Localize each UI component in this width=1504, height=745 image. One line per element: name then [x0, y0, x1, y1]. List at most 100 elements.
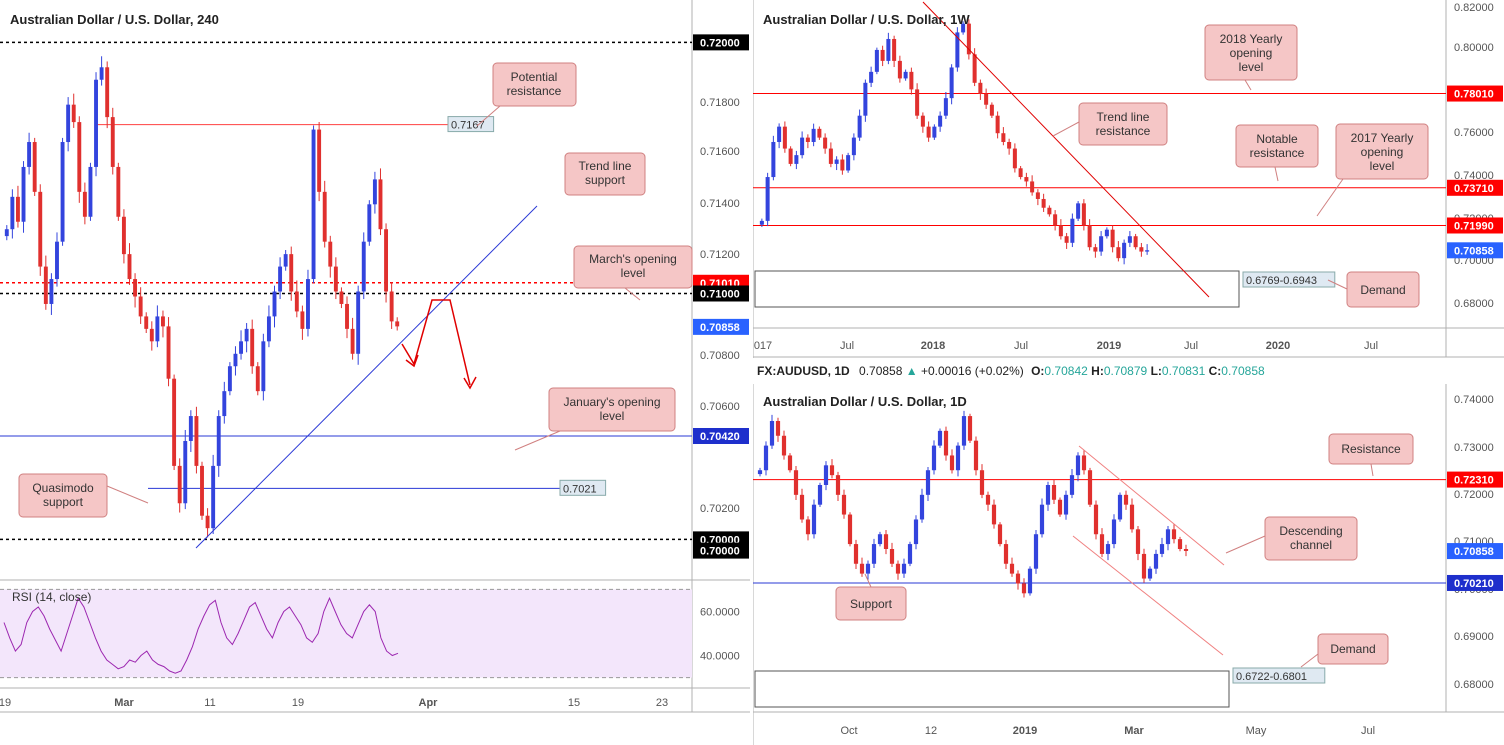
x-tick-label: 19: [0, 697, 11, 709]
candle: [1024, 172, 1029, 187]
candle: [1129, 498, 1135, 533]
candle-body: [769, 421, 775, 446]
callout-quasimodo[interactable]: Quasimodo support: [18, 473, 149, 518]
up-triangle-icon: ▲: [905, 364, 918, 378]
trend-line-support[interactable]: [195, 205, 538, 549]
candle: [787, 453, 793, 473]
channel-lower[interactable]: [1072, 535, 1224, 656]
candle-body: [913, 519, 919, 545]
arrow-head-2: [463, 376, 477, 390]
svg-text:support: support: [43, 495, 84, 509]
candle-body: [1123, 494, 1129, 505]
x-tick-label: Jul: [1014, 340, 1028, 352]
candle: [811, 123, 816, 147]
callout-2018-yearly[interactable]: 2018 Yearly opening level: [1204, 24, 1298, 91]
rsi-line: [3, 596, 399, 674]
candle: [1064, 232, 1069, 249]
candle: [43, 255, 48, 310]
candle: [233, 346, 238, 376]
candle-body: [1141, 553, 1147, 579]
quote-close-label: C:: [1208, 364, 1222, 378]
candle: [306, 269, 310, 337]
candle-body: [846, 155, 851, 171]
candle-body: [105, 67, 110, 118]
price-tag: [1447, 543, 1503, 560]
callout-trend-line-resistance[interactable]: Trend line resistance: [1052, 102, 1168, 146]
callout-march-opening[interactable]: March's opening level: [573, 245, 693, 301]
callout-january-opening[interactable]: January's opening level: [514, 387, 676, 451]
x-tick-label: 23: [656, 697, 668, 709]
candle-body: [1165, 529, 1171, 545]
candle: [997, 522, 1003, 547]
candle-body: [771, 141, 776, 178]
w1-chart-canvas[interactable]: 0.820000.800000.760000.740000.720000.700…: [753, 0, 1504, 358]
candle-body: [937, 430, 943, 446]
price-tag: [1447, 574, 1503, 591]
callout-notable-resistance[interactable]: Notable resistance: [1235, 124, 1319, 182]
x-tick-label: 2020: [1266, 340, 1290, 352]
candle-body: [177, 465, 182, 504]
demand-zone[interactable]: [754, 670, 1230, 708]
candle-body: [943, 98, 948, 116]
callout-resistance[interactable]: Resistance: [1328, 433, 1414, 477]
candle-body: [4, 229, 9, 237]
candle-body: [266, 316, 271, 342]
quote-low: 0.70831: [1161, 364, 1206, 378]
callout-trend-line-support[interactable]: Trend line support: [564, 152, 646, 196]
candle: [1133, 233, 1138, 250]
candle: [781, 430, 787, 460]
candle: [55, 232, 59, 287]
candle-body: [943, 430, 949, 456]
candle: [920, 112, 925, 133]
candle-body: [895, 563, 901, 574]
candle: [931, 440, 937, 475]
callout-2017-yearly[interactable]: 2017 Yearly opening level: [1316, 123, 1429, 217]
candle: [794, 150, 799, 170]
candle-body: [1133, 236, 1138, 248]
candle-body: [1009, 563, 1015, 574]
channel-upper[interactable]: [1078, 445, 1225, 566]
d1-chart-canvas[interactable]: 0.740000.730000.720000.710000.700000.690…: [753, 384, 1504, 745]
h4-chart-canvas[interactable]: 60.0000 40.0000 0.71800 0.71600 0.71400 0.71…: [0, 0, 750, 745]
h4-chart-title: Australian Dollar / U.S. Dollar, 240: [10, 12, 219, 27]
w1-chart-panel: 0.820000.800000.760000.740000.720000.700…: [753, 0, 1504, 358]
candle-body: [1012, 148, 1017, 169]
candle: [857, 109, 862, 141]
price-tag: [1447, 242, 1503, 259]
candle: [1033, 530, 1039, 574]
candle-body: [775, 421, 781, 436]
callout-potential-resistance[interactable]: Potential resistance: [476, 62, 577, 127]
candle-body: [99, 67, 104, 80]
callout-demand-d1[interactable]: Demand: [1300, 633, 1389, 668]
candle: [127, 243, 132, 285]
quote-bar: FX:AUDUSD, 1D 0.70858 ▲ +0.00016 (+0.02%…: [757, 364, 1265, 380]
candle-body: [1104, 229, 1109, 237]
callout-demand[interactable]: Demand: [1327, 271, 1420, 308]
x-tick-label: 017: [754, 340, 772, 352]
candle-body: [788, 148, 793, 164]
candle: [272, 285, 277, 328]
level-value-box: [559, 479, 607, 496]
candle: [897, 55, 902, 83]
candle: [71, 93, 76, 128]
svg-text:resistance: resistance: [1250, 146, 1305, 160]
price-tag-label: 0.71000: [700, 288, 740, 300]
price-tag: [693, 285, 749, 302]
svg-text:channel: channel: [1290, 538, 1332, 552]
candle: [250, 319, 255, 374]
candle: [350, 317, 355, 360]
callout-support[interactable]: Support: [835, 573, 907, 621]
w1-chart-title: Australian Dollar / U.S. Dollar, 1W: [763, 12, 970, 27]
quote-high-label: H:: [1091, 364, 1104, 378]
candle: [995, 111, 1000, 139]
callout-descending-channel[interactable]: Descending channel: [1225, 516, 1358, 561]
price-tag: [693, 427, 749, 444]
candle-body: [82, 191, 87, 217]
candle-body: [60, 142, 65, 242]
trend-line-resistance[interactable]: [922, 1, 1210, 298]
candle: [907, 541, 913, 567]
demand-zone[interactable]: [754, 270, 1240, 308]
candle: [1145, 244, 1150, 255]
candle-body: [94, 79, 98, 167]
price-tag-label: 0.70420: [700, 431, 740, 443]
